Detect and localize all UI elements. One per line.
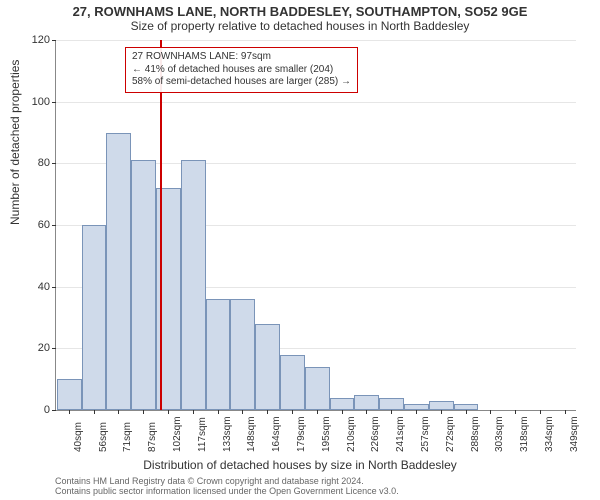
y-tick-mark [52,102,56,103]
x-tick-label: 241sqm [395,416,406,452]
y-tick-mark [52,410,56,411]
x-tick-mark [366,410,367,414]
y-tick-label: 20 [24,342,50,354]
x-axis-label: Distribution of detached houses by size … [0,458,600,472]
y-gridline [56,102,576,103]
x-tick-mark [317,410,318,414]
histogram-bar [354,395,379,410]
x-tick-label: 71sqm [122,422,133,452]
x-tick-label: 195sqm [321,416,332,452]
footer-line1: Contains HM Land Registry data © Crown c… [55,476,399,486]
histogram-bar [305,367,330,410]
footer-attribution: Contains HM Land Registry data © Crown c… [55,476,399,497]
y-tick-label: 40 [24,281,50,293]
x-tick-mark [391,410,392,414]
x-tick-label: 318sqm [519,416,530,452]
y-tick-label: 0 [24,404,50,416]
y-tick-mark [52,287,56,288]
x-tick-label: 349sqm [569,416,580,452]
callout-line1: 27 ROWNHAMS LANE: 97sqm [132,51,351,64]
callout-line2: ← 41% of detached houses are smaller (20… [132,64,351,77]
title-main: 27, ROWNHAMS LANE, NORTH BADDESLEY, SOUT… [0,0,600,19]
histogram-bar [330,398,355,410]
histogram-bar [131,160,156,410]
histogram-bar [429,401,454,410]
chart-plot-area: 020406080100120 27 ROWNHAMS LANE: 97sqm … [55,40,576,411]
x-tick-mark [466,410,467,414]
x-tick-mark [490,410,491,414]
x-tick-mark [168,410,169,414]
y-tick-label: 120 [24,34,50,46]
chart-container: 27, ROWNHAMS LANE, NORTH BADDESLEY, SOUT… [0,0,600,500]
title-sub: Size of property relative to detached ho… [0,19,600,35]
x-tick-mark [242,410,243,414]
x-tick-mark [416,410,417,414]
histogram-bar [181,160,206,410]
callout-line3: 58% of semi-detached houses are larger (… [132,76,351,89]
x-tick-label: 148sqm [246,416,257,452]
x-tick-mark [515,410,516,414]
x-tick-label: 179sqm [296,416,307,452]
y-axis-label: Number of detached properties [8,60,22,225]
y-tick-label: 80 [24,157,50,169]
x-tick-mark [540,410,541,414]
y-tick-mark [52,163,56,164]
y-tick-label: 60 [24,219,50,231]
x-tick-label: 226sqm [370,416,381,452]
x-tick-mark [565,410,566,414]
x-tick-mark [342,410,343,414]
x-tick-mark [441,410,442,414]
y-tick-label: 100 [24,96,50,108]
y-gridline [56,40,576,41]
x-tick-label: 303sqm [494,416,505,452]
y-tick-mark [52,225,56,226]
histogram-bar [230,299,255,410]
x-tick-mark [218,410,219,414]
x-tick-label: 102sqm [172,416,183,452]
x-tick-label: 87sqm [147,422,158,452]
x-tick-mark [143,410,144,414]
x-tick-mark [69,410,70,414]
x-tick-label: 164sqm [271,416,282,452]
x-tick-mark [94,410,95,414]
histogram-bar [379,398,404,410]
histogram-bar [106,133,131,411]
x-tick-label: 56sqm [98,422,109,452]
x-tick-mark [292,410,293,414]
histogram-bar [82,225,107,410]
histogram-bar [57,379,82,410]
x-tick-label: 257sqm [420,416,431,452]
x-tick-label: 40sqm [73,422,84,452]
x-tick-mark [118,410,119,414]
histogram-bar [280,355,305,411]
y-tick-mark [52,348,56,349]
reference-callout: 27 ROWNHAMS LANE: 97sqm ← 41% of detache… [125,47,358,93]
x-tick-label: 117sqm [197,417,208,452]
footer-line2: Contains public sector information licen… [55,486,399,496]
x-tick-mark [267,410,268,414]
x-tick-label: 272sqm [445,416,456,452]
histogram-bar [255,324,280,410]
x-tick-mark [193,410,194,414]
x-tick-label: 288sqm [470,416,481,452]
x-tick-label: 133sqm [222,416,233,452]
histogram-bar [206,299,231,410]
y-tick-mark [52,40,56,41]
x-tick-label: 334sqm [544,416,555,452]
reference-line [160,40,162,410]
x-tick-label: 210sqm [346,416,357,452]
